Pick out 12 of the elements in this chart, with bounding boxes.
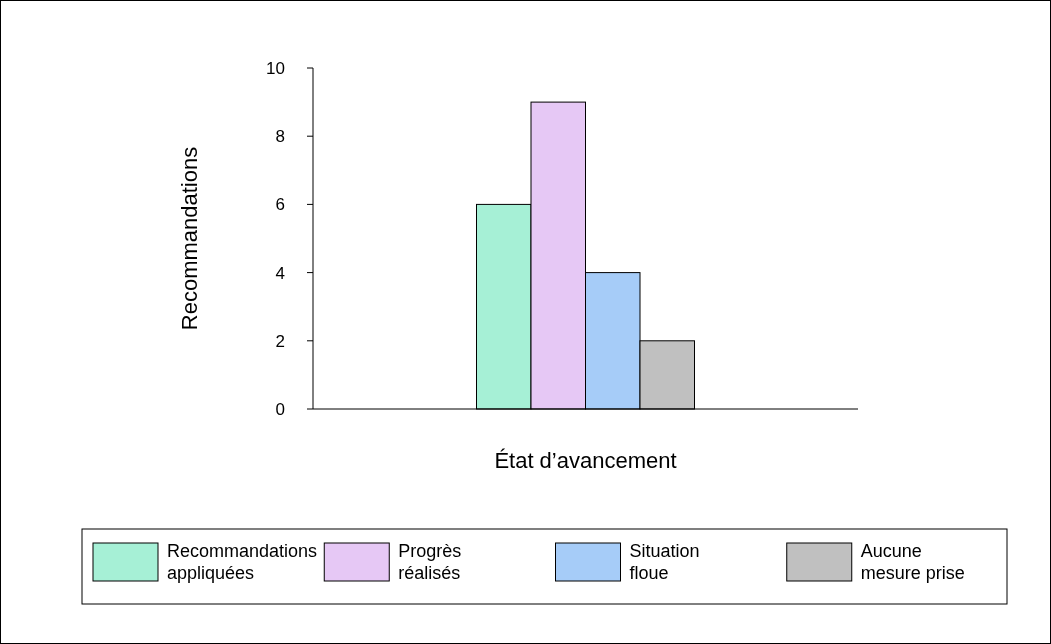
y-tick-label: 4 [275, 263, 285, 283]
y-tick-label: 0 [275, 399, 285, 419]
legend-label: Situation floue [629, 541, 700, 583]
y-axis-title: Recommandations [177, 146, 202, 331]
legend-label: Aucune mesure prise [860, 541, 965, 583]
legend-label: Progrès réalisés [398, 541, 462, 583]
y-tick-label: 2 [275, 331, 285, 351]
y-tick-label: 10 [266, 58, 285, 78]
y-tick-label: 8 [275, 127, 285, 147]
x-axis-title: État d’avancement [494, 448, 677, 473]
y-tick-label: 6 [275, 195, 285, 215]
legend-label: Recommandations appliquées [167, 541, 318, 583]
